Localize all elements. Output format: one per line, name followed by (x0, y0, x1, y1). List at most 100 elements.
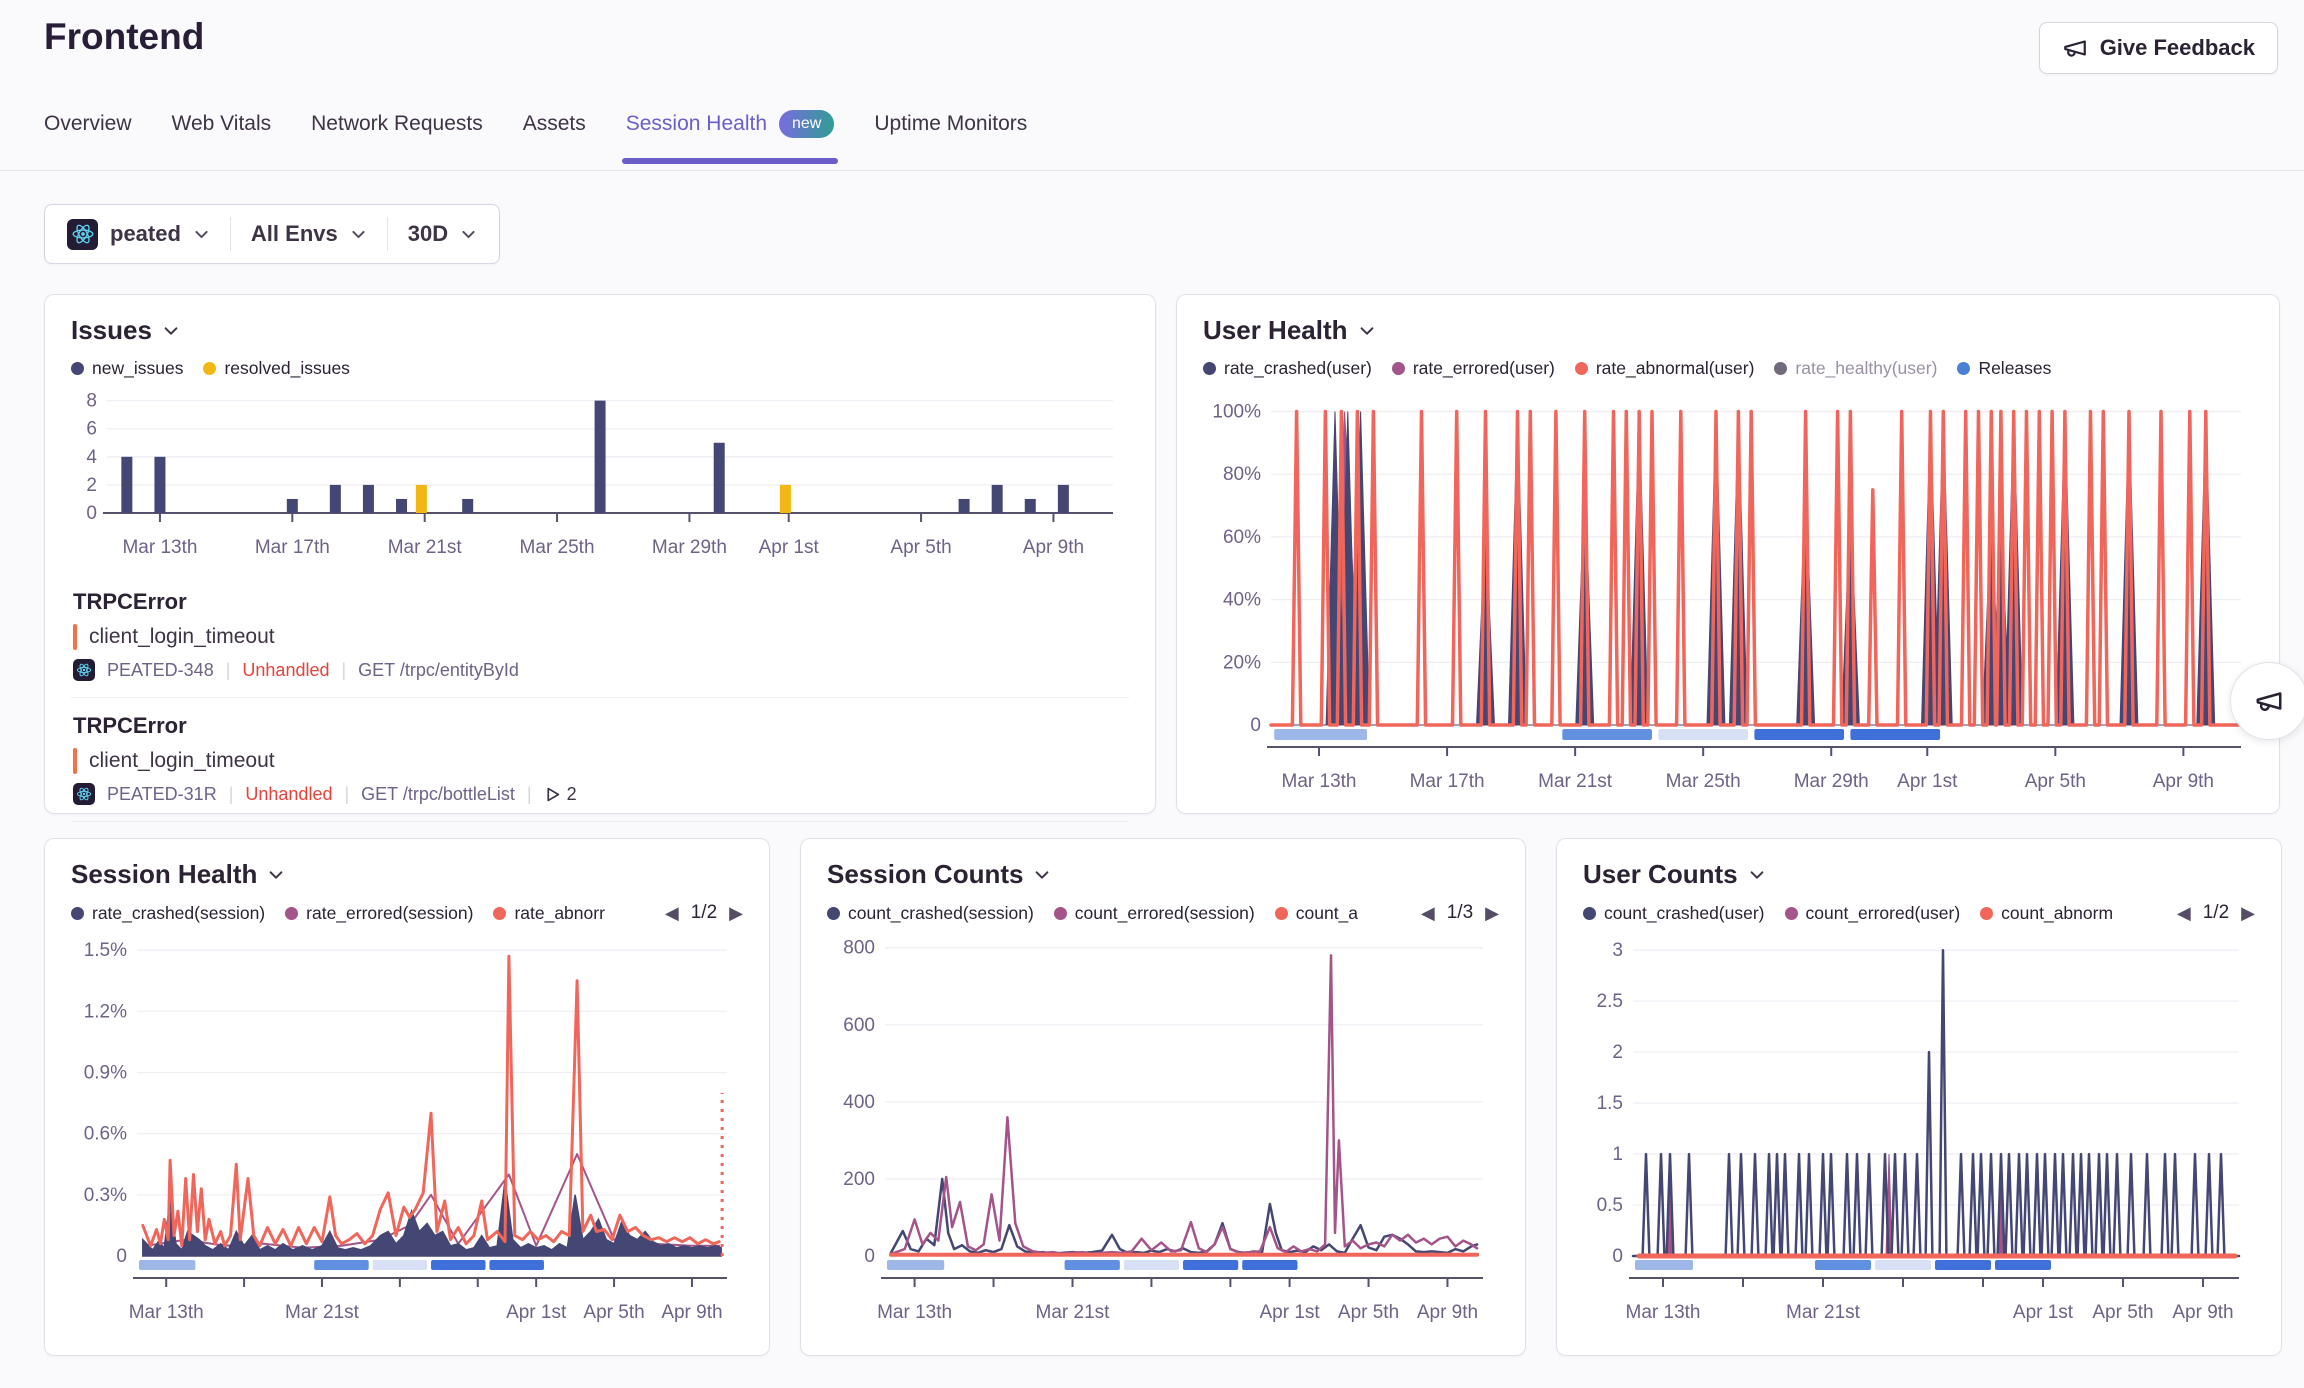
legend-item-rate-errored-session[interactable]: rate_errored(session) (285, 903, 473, 924)
svg-text:1: 1 (1612, 1144, 1623, 1165)
svg-text:0: 0 (1250, 715, 1261, 736)
svg-text:2: 2 (86, 475, 97, 496)
legend-item-count-errored-user[interactable]: count_errored(user) (1785, 903, 1961, 924)
legend-item-new-issues[interactable]: new_issues (71, 358, 183, 379)
series-dot (1785, 907, 1798, 920)
svg-text:Mar 13th: Mar 13th (877, 1302, 952, 1323)
chevron-down-icon (162, 322, 180, 340)
issues-panel: Issues new_issues resolved_issues 02468M… (44, 294, 1156, 814)
svg-text:Mar 13th: Mar 13th (1282, 771, 1357, 792)
panel-title: User Health (1203, 315, 1348, 346)
user-health-legend: rate_crashed(user) rate_errored(user) ra… (1203, 358, 2253, 379)
panel-title: User Counts (1583, 859, 1738, 890)
give-feedback-label: Give Feedback (2100, 35, 2255, 61)
svg-text:8: 8 (86, 391, 97, 412)
tab-uptime-monitors[interactable]: Uptime Monitors (874, 110, 1027, 164)
legend-item-rate-abnormal-session[interactable]: rate_abnorr (493, 903, 604, 924)
legend-pager: ◀ 1/2 ▶ (665, 902, 743, 924)
tab-overview[interactable]: Overview (44, 110, 132, 164)
issue-row[interactable]: TRPCError client_login_timeout PEATED-31… (71, 698, 1129, 822)
user-health-panel-title-dropdown[interactable]: User Health (1203, 315, 1376, 346)
tab-web-vitals[interactable]: Web Vitals (172, 110, 272, 164)
legend-item-rate-crashed-session[interactable]: rate_crashed(session) (71, 903, 265, 924)
legend-prev-icon[interactable]: ◀ (1421, 904, 1435, 922)
floating-feedback-button[interactable] (2230, 662, 2304, 740)
frontend-insights-page: Frontend Give Feedback Overview Web Vita… (0, 0, 2304, 1388)
svg-text:3: 3 (1612, 940, 1623, 961)
series-dot (1583, 907, 1596, 920)
issues-panel-title-dropdown[interactable]: Issues (71, 315, 180, 346)
give-feedback-button[interactable]: Give Feedback (2039, 22, 2278, 74)
series-dot (493, 907, 506, 920)
session-counts-chart: 0200400600800Mar 13thMar 21stApr 1stApr … (827, 932, 1499, 1335)
issue-transaction: GET /trpc/bottleList (361, 784, 515, 805)
legend-item-count-crashed-session[interactable]: count_crashed(session) (827, 903, 1034, 924)
legend-item-count-crashed-user[interactable]: count_crashed(user) (1583, 903, 1765, 924)
project-selector-label: peated (110, 221, 181, 247)
svg-text:Apr 9th: Apr 9th (1417, 1302, 1478, 1323)
tab-session-health[interactable]: Session Health new (626, 110, 835, 164)
svg-text:6: 6 (86, 419, 97, 440)
legend-prev-icon[interactable]: ◀ (2177, 904, 2191, 922)
chevron-down-icon (193, 226, 210, 243)
svg-text:20%: 20% (1223, 652, 1261, 673)
svg-text:0.9%: 0.9% (84, 1063, 127, 1084)
svg-text:Apr 5th: Apr 5th (890, 537, 951, 558)
legend-item-rate-healthy-user[interactable]: rate_healthy(user) (1774, 358, 1937, 379)
legend-item-count-errored-session[interactable]: count_errored(session) (1054, 903, 1255, 924)
series-dot (1774, 362, 1787, 375)
issue-short-id: PEATED-31R (107, 784, 217, 805)
svg-text:Apr 5th: Apr 5th (583, 1302, 644, 1323)
legend-prev-icon[interactable]: ◀ (665, 904, 679, 922)
series-dot (71, 362, 84, 375)
svg-text:2: 2 (1612, 1042, 1623, 1063)
svg-text:Apr 5th: Apr 5th (1338, 1302, 1399, 1323)
issue-row[interactable]: TRPCError client_login_timeout PEATED-34… (71, 574, 1129, 698)
environment-selector[interactable]: All Envs (231, 205, 387, 263)
svg-text:Mar 29th: Mar 29th (652, 537, 727, 558)
megaphone-icon (2062, 35, 2088, 61)
user-health-panel: User Health rate_crashed(user) rate_erro… (1176, 294, 2280, 814)
legend-item-count-abnormal-user[interactable]: count_abnorm (1980, 903, 2113, 924)
legend-page-indicator: 1/3 (1447, 902, 1473, 924)
legend-next-icon[interactable]: ▶ (2241, 904, 2255, 922)
issue-title: TRPCError (73, 589, 1127, 615)
legend-item-rate-errored-user[interactable]: rate_errored(user) (1392, 358, 1555, 379)
user-counts-panel-title-dropdown[interactable]: User Counts (1583, 859, 1766, 890)
page-title: Frontend (44, 16, 204, 58)
svg-text:100%: 100% (1212, 402, 1261, 423)
date-range-selector[interactable]: 30D (388, 205, 497, 263)
svg-text:800: 800 (843, 938, 875, 959)
legend-item-releases[interactable]: Releases (1957, 358, 2051, 379)
svg-text:Mar 17th: Mar 17th (255, 537, 330, 558)
legend-next-icon[interactable]: ▶ (729, 904, 743, 922)
session-counts-panel-title-dropdown[interactable]: Session Counts (827, 859, 1051, 890)
legend-page-indicator: 1/2 (2203, 902, 2229, 924)
session-health-panel-title-dropdown[interactable]: Session Health (71, 859, 285, 890)
svg-text:Apr 1st: Apr 1st (1897, 771, 1958, 792)
issue-title: TRPCError (73, 713, 1127, 739)
svg-text:0: 0 (116, 1246, 127, 1267)
tab-assets[interactable]: Assets (523, 110, 586, 164)
play-icon (544, 786, 561, 803)
tab-network-requests[interactable]: Network Requests (311, 110, 483, 164)
session-counts-legend: count_crashed(session) count_errored(ses… (827, 902, 1499, 924)
svg-text:Mar 21st: Mar 21st (1538, 771, 1613, 792)
panel-title: Session Health (71, 859, 257, 890)
project-selector[interactable]: peated (47, 205, 230, 263)
chevron-down-icon (267, 866, 285, 884)
series-dot (71, 907, 84, 920)
svg-text:Mar 25th: Mar 25th (1666, 771, 1741, 792)
legend-item-count-abnormal-session[interactable]: count_a (1275, 903, 1358, 924)
legend-next-icon[interactable]: ▶ (1485, 904, 1499, 922)
legend-item-rate-abnormal-user[interactable]: rate_abnormal(user) (1575, 358, 1755, 379)
svg-text:Apr 9th: Apr 9th (661, 1302, 722, 1323)
legend-page-indicator: 1/2 (691, 902, 717, 924)
issue-short-id: PEATED-348 (107, 660, 214, 681)
svg-text:600: 600 (843, 1015, 875, 1036)
series-dot (1980, 907, 1993, 920)
tab-bar: Overview Web Vitals Network Requests Ass… (44, 110, 1027, 164)
svg-text:Apr 1st: Apr 1st (506, 1302, 567, 1323)
legend-item-rate-crashed-user[interactable]: rate_crashed(user) (1203, 358, 1372, 379)
legend-item-resolved-issues[interactable]: resolved_issues (203, 358, 349, 379)
